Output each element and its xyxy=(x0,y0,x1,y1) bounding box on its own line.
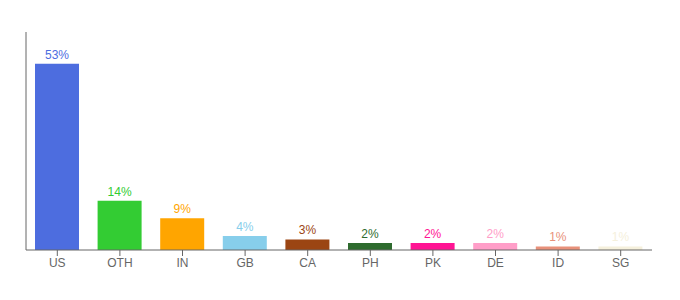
svg-text:CA: CA xyxy=(299,256,316,270)
svg-text:IN: IN xyxy=(177,256,189,270)
svg-text:1%: 1% xyxy=(612,230,630,244)
svg-text:ID: ID xyxy=(552,256,564,270)
svg-text:1%: 1% xyxy=(549,230,567,244)
svg-text:US: US xyxy=(49,256,66,270)
svg-text:2%: 2% xyxy=(424,227,442,241)
svg-text:14%: 14% xyxy=(108,185,132,199)
svg-text:9%: 9% xyxy=(174,202,192,216)
svg-text:GB: GB xyxy=(236,256,253,270)
svg-text:53%: 53% xyxy=(45,48,69,62)
svg-text:4%: 4% xyxy=(236,220,254,234)
svg-text:2%: 2% xyxy=(487,227,505,241)
svg-text:PK: PK xyxy=(425,256,441,270)
svg-text:3%: 3% xyxy=(299,223,317,237)
svg-text:OTH: OTH xyxy=(107,256,132,270)
svg-text:SG: SG xyxy=(612,256,629,270)
svg-text:DE: DE xyxy=(487,256,504,270)
svg-text:2%: 2% xyxy=(361,227,379,241)
svg-text:PH: PH xyxy=(362,256,379,270)
